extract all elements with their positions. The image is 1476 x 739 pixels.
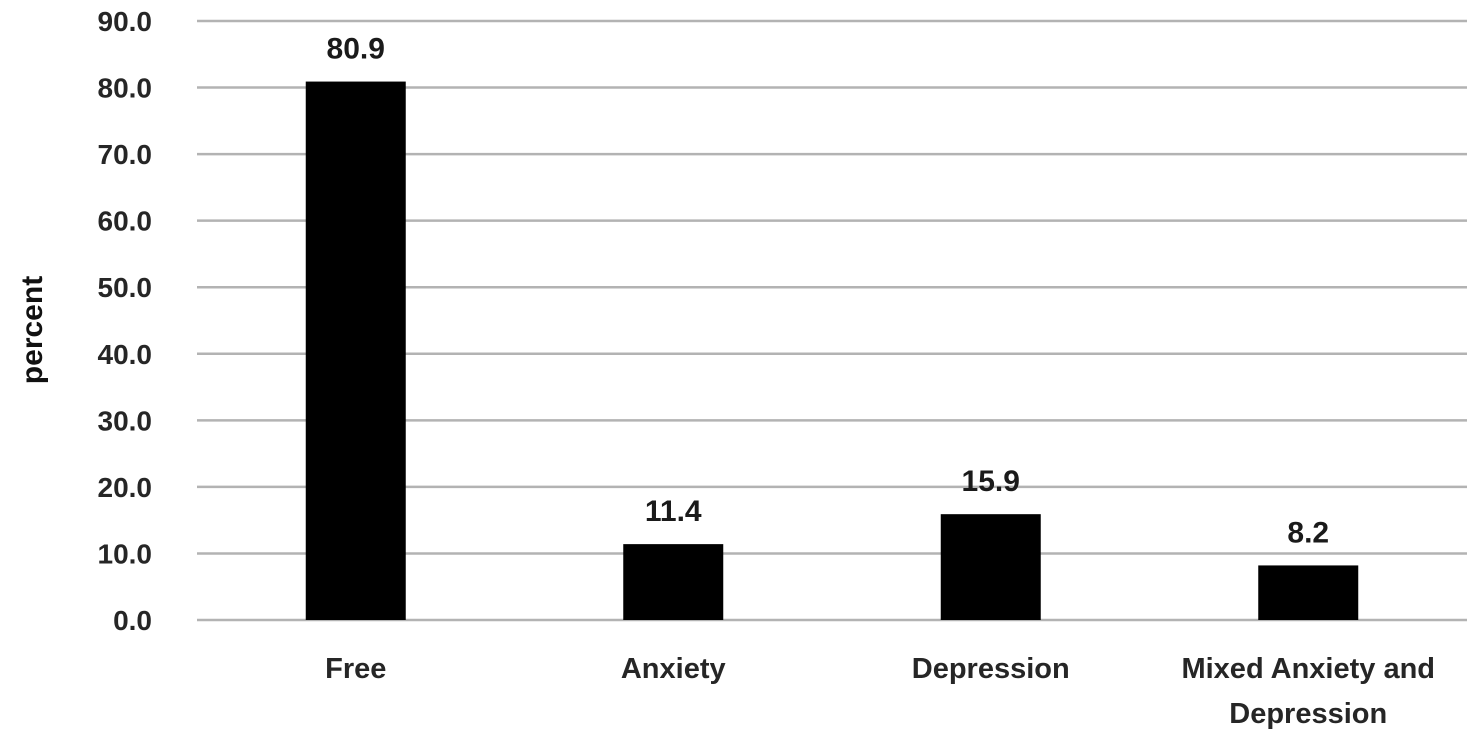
bar <box>623 544 724 620</box>
bars <box>305 81 1359 620</box>
bar <box>940 514 1041 620</box>
y-tick-label: 30.0 <box>98 405 153 436</box>
bar <box>305 81 406 620</box>
gridlines <box>197 19 1467 622</box>
y-tick-label: 40.0 <box>98 339 153 370</box>
data-labels: 80.9 11.4 15.9 8.2 <box>327 33 1330 550</box>
x-category-label: Free <box>325 653 386 685</box>
y-tick-label: 20.0 <box>98 472 153 503</box>
x-category-label: Mixed Anxiety and <box>1181 653 1435 685</box>
data-label: 8.2 <box>1287 516 1329 549</box>
category-labels: Free Anxiety Depression Mixed Anxiety and De… <box>325 653 1435 730</box>
y-tick-label: 0.0 <box>113 605 152 636</box>
x-category-label: Anxiety <box>621 653 726 685</box>
y-tick-label: 80.0 <box>98 73 153 104</box>
y-axis-ticks: 0.0 10.0 20.0 30.0 40.0 50.0 60.0 70.0 80.0 90.0 <box>98 6 153 636</box>
data-label: 15.9 <box>962 465 1020 498</box>
bar <box>1258 565 1359 620</box>
x-category-label: Depression <box>912 653 1070 685</box>
data-label: 11.4 <box>645 495 702 528</box>
y-axis-title: percent <box>16 276 49 384</box>
y-tick-label: 60.0 <box>98 206 153 237</box>
y-tick-label: 50.0 <box>98 272 153 303</box>
y-tick-label: 70.0 <box>98 139 153 170</box>
y-tick-label: 90.0 <box>98 6 153 37</box>
y-tick-label: 10.0 <box>98 538 153 569</box>
data-label: 80.9 <box>327 33 385 66</box>
x-category-label: Depression <box>1229 698 1387 730</box>
